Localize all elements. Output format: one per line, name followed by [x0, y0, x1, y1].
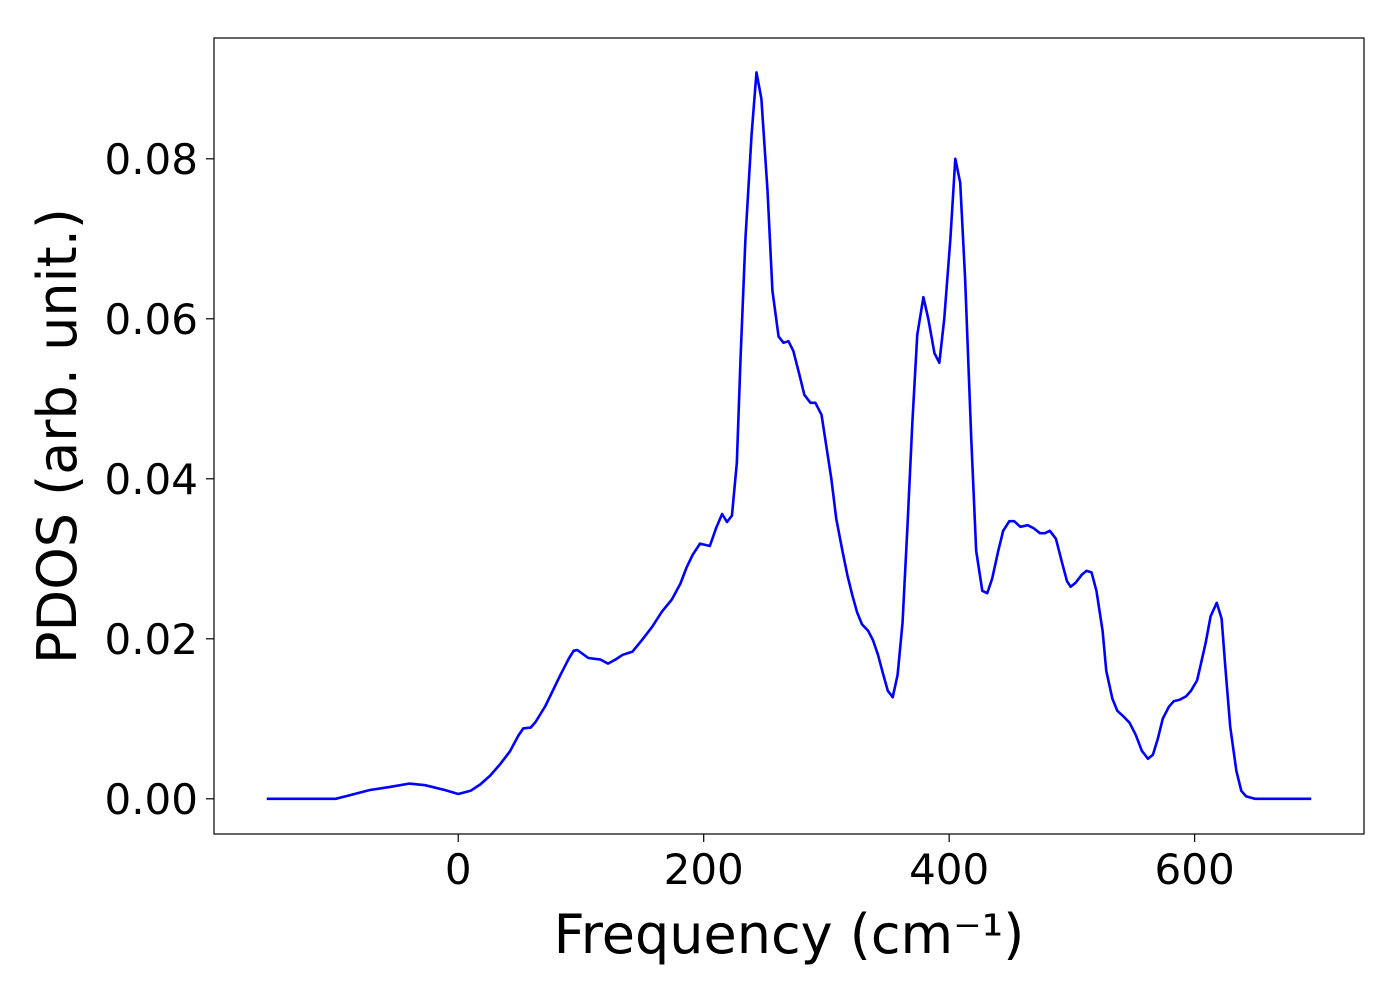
- x-tick-label: 200: [664, 845, 744, 894]
- y-tick-label: 0.02: [104, 615, 198, 664]
- x-axis-label: Frequency (cm⁻¹): [554, 903, 1025, 966]
- line: [266, 71, 1312, 801]
- x-tick-label: 600: [1155, 845, 1235, 894]
- y-tick-label: 0.08: [104, 135, 198, 184]
- y-tick-label: 0.04: [104, 455, 198, 504]
- y-tick-label: 0.00: [104, 775, 198, 824]
- x-tick-label: 0: [445, 845, 472, 894]
- y-tick-label: 0.06: [104, 295, 198, 344]
- y-axis-label: PDOS (arb. unit.): [26, 208, 89, 664]
- plot-frame: [213, 37, 1365, 835]
- x-tick-label: 400: [909, 845, 989, 894]
